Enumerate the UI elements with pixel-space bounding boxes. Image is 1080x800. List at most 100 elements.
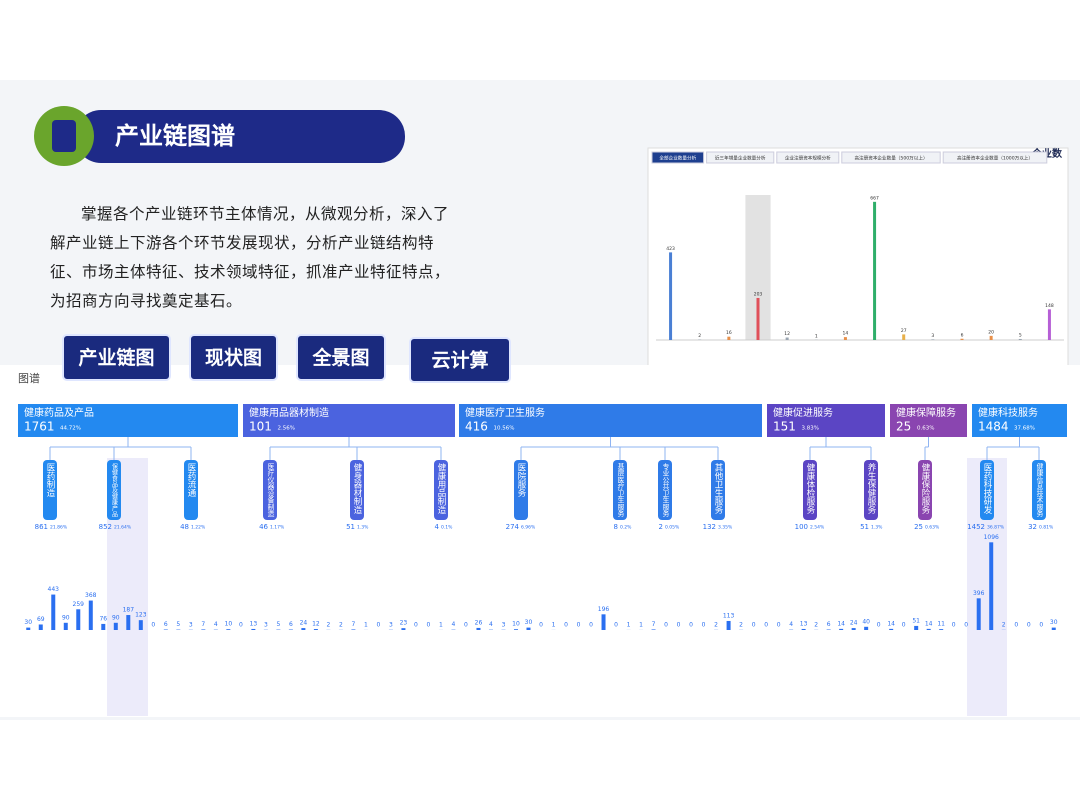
group-box[interactable]: [972, 404, 1067, 437]
group-box[interactable]: [459, 404, 762, 437]
value-label: 1: [815, 333, 818, 339]
bar: [756, 297, 760, 340]
leaf-value: 0: [664, 622, 668, 629]
node-count: 8: [614, 523, 618, 531]
node-share: 0.2%: [620, 525, 632, 531]
tab[interactable]: [706, 151, 775, 164]
node[interactable]: [107, 460, 121, 520]
leaf-value: 14: [887, 620, 895, 627]
bar: [1018, 338, 1022, 340]
value-label: 14: [843, 331, 849, 337]
node[interactable]: [1032, 460, 1046, 520]
tab[interactable]: [776, 151, 840, 164]
node[interactable]: [613, 460, 627, 520]
node[interactable]: [263, 460, 277, 520]
group-share: 2.56%: [278, 426, 295, 432]
node-count: 48: [180, 523, 189, 531]
leaf-value: 76: [99, 615, 107, 622]
leaf-bar: [914, 625, 919, 630]
leaf-bar: [989, 542, 994, 630]
title-banner: [75, 110, 405, 163]
node-name: 健身器材制造: [352, 462, 362, 515]
leaf-value: 2: [326, 621, 330, 628]
nav-button[interactable]: [296, 334, 386, 381]
node[interactable]: [350, 460, 364, 520]
node[interactable]: [43, 460, 57, 520]
node-share: 6.96%: [521, 525, 536, 531]
leaf-value: 69: [37, 616, 45, 623]
value-label: 5: [1019, 332, 1022, 338]
tab[interactable]: [841, 151, 941, 164]
leaf-value: 30: [24, 619, 32, 626]
node-name: 医药制造: [45, 463, 55, 498]
node[interactable]: [980, 460, 994, 520]
leaf-value: 2: [1002, 621, 1006, 628]
node[interactable]: [864, 460, 878, 520]
leaf-value: 4: [789, 621, 793, 628]
nav-button[interactable]: [62, 334, 171, 381]
leaf-value: 0: [589, 622, 593, 629]
nav-button[interactable]: [409, 337, 511, 383]
node-name: 健康信息技术服务: [1035, 462, 1043, 518]
node[interactable]: [658, 460, 672, 520]
nav-button-label: 产业链图: [78, 346, 154, 369]
group-box[interactable]: [890, 404, 967, 437]
leaf-bar: [226, 629, 231, 630]
leaf-bar: [513, 629, 518, 630]
nav-button-label: 现状图: [205, 346, 262, 369]
leaf-value: 443: [48, 586, 60, 593]
node-share: 0.63%: [925, 525, 940, 531]
leaf-value: 90: [62, 614, 70, 621]
group-name: 健康用品器材制造: [249, 406, 329, 419]
leaf-value: 3: [389, 621, 393, 628]
node-count: 100: [795, 523, 808, 531]
node-count: 274: [506, 523, 520, 531]
group-box[interactable]: [18, 404, 238, 437]
leaf-bar: [401, 628, 406, 630]
node[interactable]: [514, 460, 528, 520]
group-box[interactable]: [767, 404, 885, 437]
leaf-bar: [313, 629, 318, 630]
leaf-value: 0: [677, 622, 681, 629]
group-name: 健康促进服务: [773, 406, 833, 419]
node-share: 0.81%: [1039, 525, 1054, 531]
bar: [785, 337, 789, 340]
node[interactable]: [711, 460, 725, 520]
nav-button[interactable]: [189, 334, 278, 381]
leaf-value: 24: [300, 620, 308, 627]
leaf-bar: [138, 620, 143, 630]
leaf-value: 13: [250, 620, 258, 627]
leaf-value: 0: [239, 622, 243, 629]
leaf-value: 123: [135, 612, 147, 619]
leaf-value: 0: [1027, 622, 1031, 629]
group-count: 151: [773, 420, 796, 434]
group-name: 健康医疗卫生服务: [465, 406, 545, 419]
tab[interactable]: [942, 151, 1048, 164]
leaf-bar: [63, 622, 68, 630]
node-share: 0.1%: [441, 525, 453, 531]
leaf-value: 0: [151, 622, 155, 629]
node[interactable]: [803, 460, 817, 520]
leaf-bar: [101, 623, 106, 630]
node-count: 852: [99, 523, 112, 531]
node-name: 健康用品制造: [436, 462, 446, 515]
bar: [960, 338, 964, 340]
node[interactable]: [918, 460, 932, 520]
leaf-value: 2: [739, 621, 743, 628]
node-count: 51: [346, 523, 355, 531]
tab[interactable]: [651, 151, 705, 164]
leaf-bar: [113, 622, 118, 630]
leaf-value: 90: [112, 614, 120, 621]
node[interactable]: [434, 460, 448, 520]
node-share: 1.3%: [871, 525, 883, 531]
node-share: 21.86%: [50, 525, 68, 531]
leaf-value: 1: [439, 621, 443, 628]
leaf-value: 6: [164, 621, 168, 628]
leaf-bar: [26, 627, 31, 630]
node-share: 2.54%: [810, 525, 825, 531]
node[interactable]: [184, 460, 198, 520]
group-box[interactable]: [243, 404, 455, 437]
value-label: 2: [698, 333, 701, 339]
leaf-value: 6: [827, 621, 831, 628]
